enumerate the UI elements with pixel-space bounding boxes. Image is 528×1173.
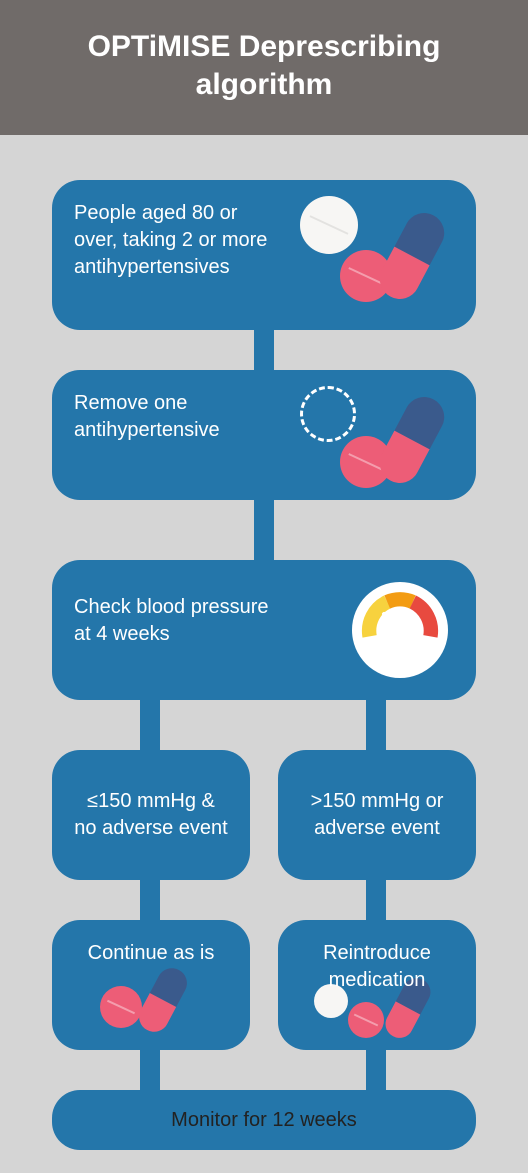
pill-pink-icon	[348, 1002, 384, 1038]
node-population: People aged 80 or over, taking 2 or more…	[52, 180, 476, 330]
node-text: Remove one antihypertensive	[74, 390, 274, 444]
capsule-icon	[373, 390, 452, 490]
node-text: Reintroduce medication	[300, 940, 454, 994]
dashed-circle-icon	[300, 386, 356, 442]
node-text: Monitor for 12 weeks	[52, 1107, 476, 1134]
connector	[140, 1048, 160, 1092]
connector	[254, 498, 274, 562]
connector	[366, 698, 386, 752]
header: OPTiMISE Deprescribing algorithm	[0, 0, 528, 135]
connector	[366, 878, 386, 922]
node-monitor: Monitor for 12 weeks	[52, 1090, 476, 1150]
node-text: >150 mmHg or adverse event	[300, 788, 454, 842]
gauge-icon	[352, 582, 448, 678]
connector	[140, 878, 160, 922]
node-reintroduce: Reintroduce medication	[278, 920, 476, 1050]
node-remove: Remove one antihypertensive	[52, 370, 476, 500]
node-threshold-ok: ≤150 mmHg & no adverse event	[52, 750, 250, 880]
capsule-icon	[134, 963, 192, 1037]
node-threshold-high: >150 mmHg or adverse event	[278, 750, 476, 880]
connector	[366, 1048, 386, 1092]
node-text: ≤150 mmHg & no adverse event	[74, 788, 228, 842]
page-title: OPTiMISE Deprescribing algorithm	[20, 28, 508, 103]
pill-white-icon	[300, 196, 358, 254]
connector	[254, 328, 274, 372]
node-continue: Continue as is	[52, 920, 250, 1050]
connector	[140, 698, 160, 752]
node-check: Check blood pressure at 4 weeks	[52, 560, 476, 700]
capsule-icon	[373, 206, 452, 306]
node-text: Check blood pressure at 4 weeks	[74, 580, 274, 648]
node-text: Continue as is	[74, 940, 228, 967]
node-text: People aged 80 or over, taking 2 or more…	[74, 200, 274, 281]
